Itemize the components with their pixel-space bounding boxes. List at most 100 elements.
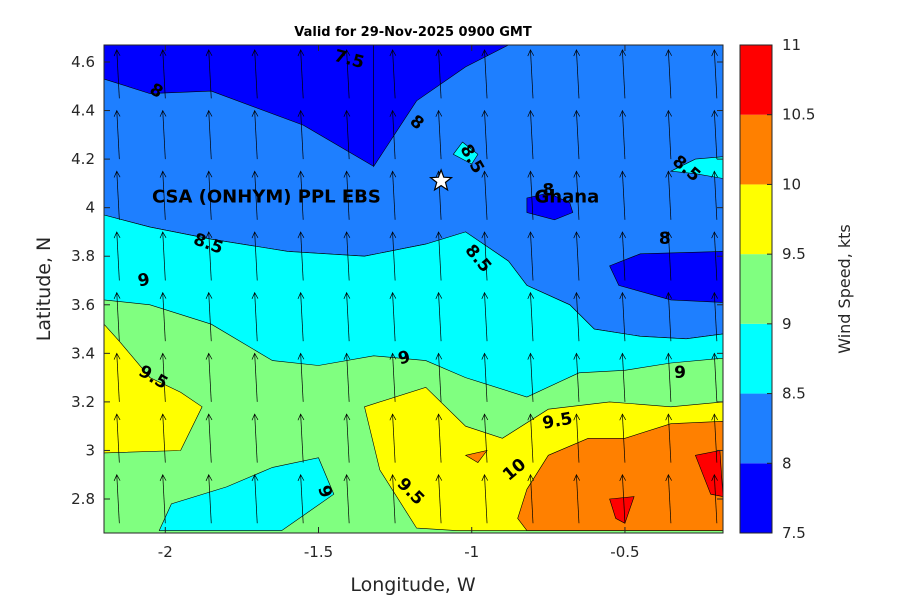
x-axis: -2 -1.5 -1 -0.5 — [158, 45, 640, 561]
wind-vector — [389, 231, 397, 281]
y-tick-label: 3 — [85, 441, 95, 459]
contour-region-8.5-9-5 — [452, 141, 479, 165]
contour-region-7.5-8-3 — [609, 251, 723, 303]
wind-vector — [435, 49, 443, 99]
wind-vector — [527, 231, 535, 281]
wind-vector — [619, 109, 627, 160]
wind-vector — [343, 352, 351, 402]
contour-label: 9 — [674, 363, 686, 383]
wind-vector — [527, 170, 535, 220]
wind-vector — [297, 231, 305, 281]
wind-vector — [389, 291, 397, 342]
wind-vector — [481, 170, 489, 220]
colorbar-segment — [740, 45, 772, 115]
wind-vector — [389, 474, 397, 524]
wind-vector — [389, 352, 397, 402]
colorbar-segment — [740, 463, 772, 533]
wind-vector — [527, 291, 535, 342]
wind-vector — [389, 413, 397, 463]
wind-vector — [711, 291, 718, 342]
wind-vector — [665, 413, 672, 463]
wind-vector — [251, 291, 259, 342]
colorbar-tick-label: 9 — [782, 315, 792, 333]
wind-vector — [297, 49, 305, 99]
wind-vector — [113, 109, 121, 160]
wind-vector — [113, 474, 121, 524]
wind-vector — [435, 352, 443, 402]
colorbar-label: Wind Speed, kts — [835, 224, 854, 354]
wind-vector — [711, 413, 718, 463]
wind-vector — [481, 291, 489, 342]
contour-region-7.5-8-2 — [526, 192, 574, 221]
wind-vector — [481, 413, 489, 463]
colorbar-segment — [740, 254, 772, 324]
wind-vector — [665, 170, 672, 220]
wind-vector — [389, 109, 397, 160]
wind-vector — [389, 49, 397, 99]
wind-vector — [481, 352, 489, 402]
contour-region-8.5-9-4 — [104, 214, 723, 398]
wind-vector — [343, 49, 351, 99]
wind-vector — [573, 170, 581, 220]
wind-vector — [205, 231, 213, 281]
wind-vector — [665, 291, 672, 342]
wind-vector — [113, 231, 121, 281]
y-axis: 2.8 3 3.2 3.4 3.6 3.8 4 4.2 4.4 4.6 — [71, 53, 723, 508]
y-tick-label: 3.6 — [71, 296, 95, 314]
wind-vector — [251, 474, 259, 524]
site-label: CSA (ONHYM) PPL EBS — [152, 187, 381, 208]
colorbar-tick-label: 8 — [782, 454, 792, 472]
wind-vector — [205, 291, 213, 342]
colorbar-tick-label: 7.5 — [782, 524, 806, 542]
contour-region-10-10.5-11 — [464, 450, 488, 463]
x-tick-label: -2 — [158, 543, 173, 561]
wind-vector — [573, 352, 581, 402]
contour-region-10.5-11-12 — [694, 450, 723, 497]
wind-vector — [297, 291, 305, 342]
wind-vector — [251, 413, 259, 463]
y-tick-label: 4.6 — [71, 53, 95, 71]
wind-vector — [481, 474, 489, 524]
wind-vector — [251, 49, 259, 99]
wind-vector — [619, 352, 627, 402]
wind-vector — [619, 474, 627, 524]
wind-vector — [481, 49, 489, 99]
colorbar-tick-label: 10.5 — [782, 106, 815, 124]
wind-vector — [251, 352, 259, 402]
wind-vector — [205, 413, 213, 463]
x-tick-label: -1 — [464, 543, 479, 561]
wind-vector — [711, 170, 718, 220]
wind-vector — [205, 352, 213, 402]
wind-vector — [159, 413, 167, 463]
wind-vector — [665, 352, 672, 402]
plot-frame — [103, 44, 724, 534]
wind-vector — [573, 109, 581, 160]
wind-vector — [251, 170, 259, 220]
wind-vector — [159, 231, 167, 281]
colorbar-frame — [739, 44, 773, 534]
wind-vector — [435, 474, 443, 524]
contour-region-7.5-8-1 — [373, 45, 509, 168]
contour-label: 8 — [659, 229, 671, 249]
y-axis-label: Latitude, N — [33, 237, 55, 342]
wind-vector — [711, 231, 718, 281]
wind-vector — [297, 109, 305, 160]
wind-vector — [343, 474, 351, 524]
x-tick-label: -1.5 — [304, 543, 333, 561]
x-axis-label: Longitude, W — [350, 574, 476, 596]
y-tick-label: 4 — [85, 199, 95, 217]
contour-label: 9 — [136, 270, 151, 292]
chart-title: Valid for 29-Nov-2025 0900 GMT — [294, 25, 532, 40]
wind-vector — [527, 49, 535, 99]
wind-vector — [113, 49, 121, 99]
wind-vector — [159, 49, 167, 99]
wind-vector — [527, 352, 535, 402]
wind-vector — [343, 231, 351, 281]
colorbar: 7.5 8 8.5 9 9.5 10 10.5 11 — [739, 36, 815, 542]
wind-vector — [389, 170, 397, 220]
contour-region-8.5-9-7 — [158, 457, 335, 531]
wind-vector — [665, 231, 672, 281]
wind-vector — [573, 413, 581, 463]
wind-vector — [481, 231, 489, 281]
